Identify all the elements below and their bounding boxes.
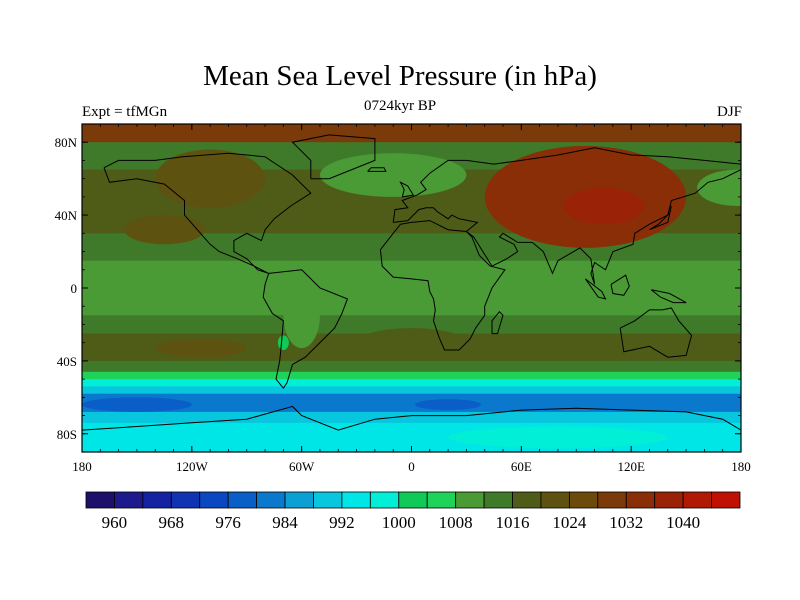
coastline — [103, 152, 312, 274]
colorbar-box — [540, 491, 570, 509]
colorbar-box — [654, 491, 684, 509]
x-tick-label: 120E — [617, 459, 645, 474]
pressure-band — [82, 260, 741, 316]
coastline — [491, 310, 504, 335]
pressure-band — [82, 315, 741, 335]
period-label: 0724kyr BP — [363, 98, 437, 114]
experiment-label: Expt = tfMGn — [82, 104, 168, 120]
colorbar-box — [341, 491, 371, 509]
pressure-feature-north-america-high — [155, 149, 266, 208]
y-tick-label: 40N — [55, 208, 78, 223]
colorbar-box — [597, 491, 627, 509]
colorbar-box — [142, 491, 172, 509]
colorbar-label: 1032 — [609, 513, 643, 532]
colorbar-box — [426, 491, 457, 509]
coastline — [619, 307, 693, 358]
pressure-feature-north-atlantic-low — [319, 153, 467, 197]
colorbar-box — [284, 491, 314, 509]
colorbar-box — [170, 491, 201, 509]
x-tick-label: 180 — [72, 459, 92, 474]
colorbar-box — [313, 491, 343, 509]
map-ticks: 180 120W 60W 0 60E 120E 180 80N 40N 0 40S 80S — [55, 124, 751, 474]
colorbar-box — [369, 491, 400, 509]
x-tick-label: 60W — [289, 459, 315, 474]
y-tick-label: 0 — [71, 281, 78, 296]
pressure-band — [82, 124, 741, 143]
coastline — [367, 167, 387, 172]
pressure-feature-south-america-low — [283, 282, 320, 349]
colorbar-box — [199, 491, 229, 509]
x-tick-label: 120W — [176, 459, 209, 474]
colorbar-label: 1040 — [666, 513, 700, 532]
pressure-feature-amundsen-low — [82, 397, 192, 412]
page-title: Mean Sea Level Pressure (in hPa) — [203, 60, 597, 92]
pressure-feature-siberian-high-core — [563, 187, 644, 225]
colorbar-label: 1024 — [552, 513, 587, 532]
pressure-feature-patagonia-low — [277, 335, 289, 350]
coastline — [584, 278, 607, 300]
y-tick-label: 80S — [57, 427, 77, 442]
pressure-band — [82, 411, 741, 424]
coastline — [379, 220, 506, 351]
colorbar-label: 976 — [215, 513, 241, 532]
colorbar-box — [227, 491, 258, 509]
coastlines — [82, 134, 741, 431]
pressure-feature-weddell-low — [415, 399, 482, 411]
coastline — [650, 289, 687, 304]
colorbar-box — [625, 491, 656, 509]
pressure-feature-antarctica-high — [448, 426, 668, 449]
colorbar-label: 960 — [102, 513, 128, 532]
colorbar-box — [85, 491, 115, 509]
coastline — [649, 205, 672, 231]
pressure-feature-indian-ocean-high — [484, 339, 613, 358]
coastline — [392, 147, 741, 285]
colorbar-label: 1000 — [382, 513, 416, 532]
colorbar-label: 1008 — [439, 513, 473, 532]
colorbar-box — [568, 491, 599, 509]
colorbar-box — [512, 491, 542, 509]
colorbar-box — [455, 491, 485, 509]
pressure-features — [82, 145, 741, 449]
colorbar: 960 968 976 984 992 1000 1008 1016 1024 1032 1040 — [85, 491, 741, 532]
pressure-band — [82, 379, 741, 387]
map-area — [82, 124, 741, 452]
coastline — [82, 405, 741, 431]
pressure-band — [82, 360, 741, 373]
pressure-feature-south-atlantic-high — [356, 328, 467, 358]
coastline — [399, 181, 415, 198]
colorbar-box — [483, 491, 513, 509]
colorbar-label: 968 — [159, 513, 185, 532]
colorbar-box — [398, 491, 428, 509]
pressure-feature-north-pacific-low — [697, 169, 741, 206]
coastline — [610, 274, 630, 296]
pressure-band — [82, 393, 741, 413]
y-tick-label: 40S — [57, 354, 77, 369]
pressure-band — [82, 371, 741, 380]
colorbar-box — [256, 491, 286, 509]
season-label: DJF — [716, 104, 742, 120]
pressure-band — [82, 386, 741, 395]
coastline — [262, 269, 349, 390]
x-tick-label: 180 — [731, 459, 751, 474]
colorbar-box — [682, 491, 712, 509]
colorbar-label: 1016 — [496, 513, 530, 532]
pressure-feature-pacific-high — [124, 215, 205, 245]
coastline — [291, 134, 376, 180]
x-tick-label: 0 — [408, 459, 415, 474]
colorbar-label: 984 — [272, 513, 298, 532]
colorbar-box — [711, 491, 741, 509]
colorbar-box — [114, 491, 144, 509]
y-tick-label: 80N — [55, 135, 78, 150]
colorbar-label: 992 — [329, 513, 355, 532]
x-tick-label: 60E — [511, 459, 532, 474]
pressure-feature-south-pacific-high — [155, 339, 247, 358]
